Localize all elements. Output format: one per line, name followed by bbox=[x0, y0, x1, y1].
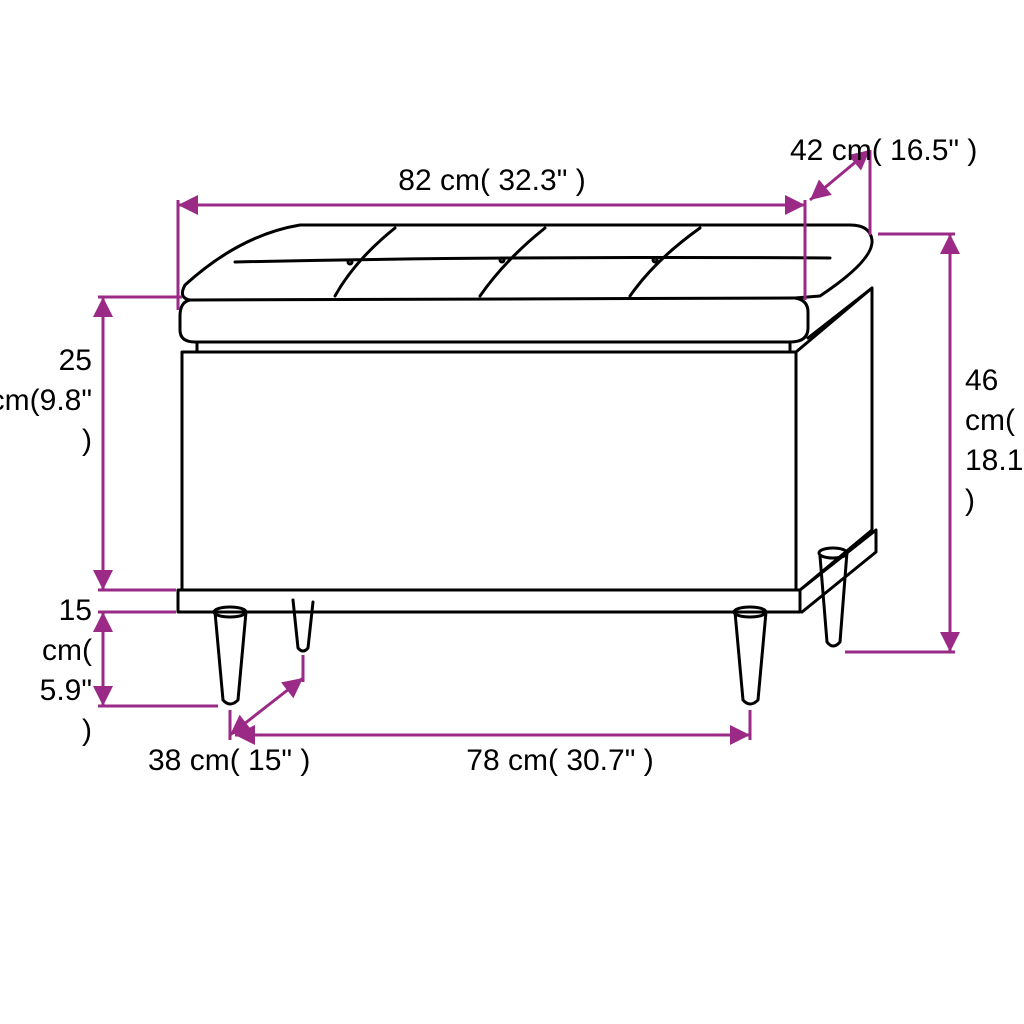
label-depth-top: 42 cm( 16.5" ) bbox=[790, 134, 977, 167]
label-height-leg-c: 5.9" bbox=[40, 674, 92, 707]
label-height-leg-b: cm( bbox=[42, 634, 92, 667]
label-width-leg: 78 cm( 30.7" ) bbox=[466, 744, 653, 777]
label-height-body-b: cm(9.8" bbox=[0, 384, 92, 417]
label-height-leg-d: ) bbox=[82, 714, 92, 747]
label-depth-leg: 38 cm( 15" ) bbox=[148, 744, 310, 777]
label-height-total-b: cm( bbox=[965, 404, 1015, 437]
label-width-top: 82 cm( 32.3" ) bbox=[398, 164, 585, 197]
label-height-total-a: 46 bbox=[965, 364, 998, 397]
label-height-total-d: ) bbox=[965, 484, 975, 517]
label-height-body-a: 25 bbox=[59, 344, 92, 377]
label-height-body-c: ) bbox=[82, 424, 92, 457]
dimension-lines bbox=[98, 150, 955, 740]
label-height-total-c: 18.1" bbox=[965, 444, 1024, 477]
dimension-diagram: 82 cm( 32.3" ) 42 cm( 16.5" ) 46 cm( 18.… bbox=[0, 0, 1024, 1024]
bench-drawing bbox=[178, 225, 876, 704]
label-height-leg-a: 15 bbox=[59, 594, 92, 627]
